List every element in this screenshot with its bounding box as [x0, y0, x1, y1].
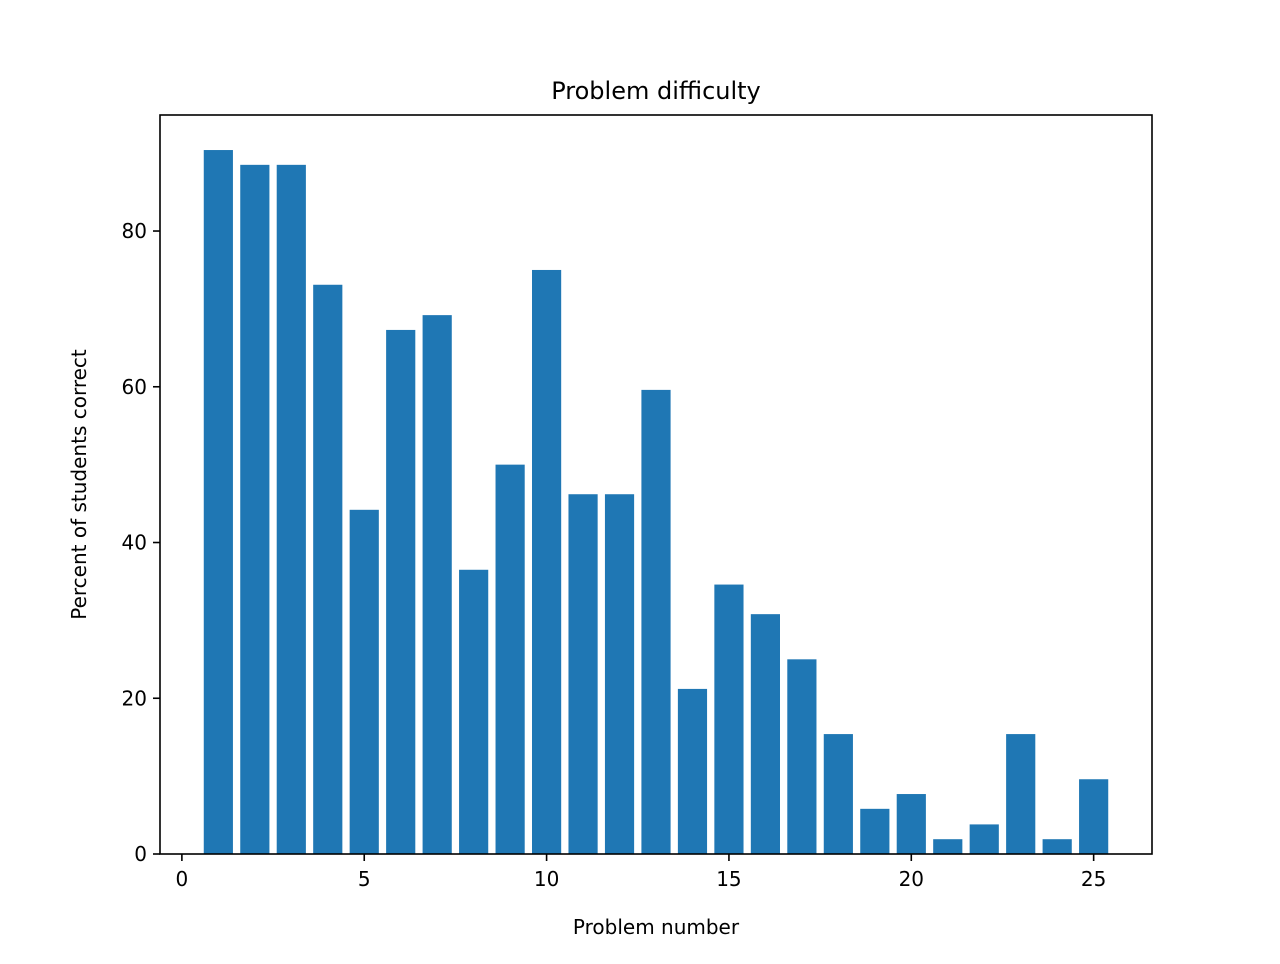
x-axis-label: Problem number [573, 915, 740, 939]
bar-problem-17 [787, 659, 817, 854]
bar-problem-22 [969, 824, 999, 854]
bar-problem-24 [1042, 839, 1072, 854]
x-tick-label: 5 [358, 867, 371, 891]
x-tick-label: 20 [899, 867, 924, 891]
y-tick-label: 60 [122, 375, 147, 399]
bar-problem-5 [349, 509, 379, 854]
bar-problem-18 [823, 734, 853, 854]
bar-problem-9 [495, 464, 525, 854]
bar-problem-6 [386, 329, 416, 854]
bar-problem-8 [459, 569, 489, 854]
y-tick-label: 20 [122, 686, 147, 710]
bar-problem-16 [750, 614, 780, 854]
bar-problem-4 [313, 284, 343, 854]
x-tick-label: 10 [534, 867, 559, 891]
y-tick-label: 80 [122, 219, 147, 243]
y-tick-label: 40 [122, 531, 147, 555]
bars-layer [203, 150, 1109, 855]
bar-problem-20 [896, 794, 926, 854]
bar-problem-12 [604, 494, 635, 854]
bar-problem-1 [203, 150, 233, 855]
y-axis-label: Percent of students correct [67, 349, 91, 620]
x-tick-label: 0 [176, 867, 189, 891]
ticks-layer: 0 5 10 15 20 25 0 20 40 60 80 [122, 219, 1107, 891]
bar-problem-2 [240, 164, 270, 855]
x-tick-label: 25 [1081, 867, 1106, 891]
bar-problem-10 [532, 269, 562, 855]
bar-problem-14 [677, 688, 708, 854]
bar-problem-7 [422, 315, 452, 854]
bar-problem-21 [933, 839, 963, 854]
bar-problem-15 [714, 584, 744, 854]
bar-problem-13 [641, 389, 671, 854]
bar-problem-3 [276, 164, 306, 855]
x-tick-label: 15 [716, 867, 741, 891]
axes-frame [159, 114, 1153, 855]
bar-problem-11 [568, 494, 598, 854]
bar-problem-25 [1079, 779, 1109, 854]
bar-problem-23 [1006, 734, 1036, 854]
bar-problem-19 [860, 808, 890, 854]
y-tick-label: 0 [134, 842, 147, 866]
chart-title: Problem difficulty [551, 77, 761, 105]
